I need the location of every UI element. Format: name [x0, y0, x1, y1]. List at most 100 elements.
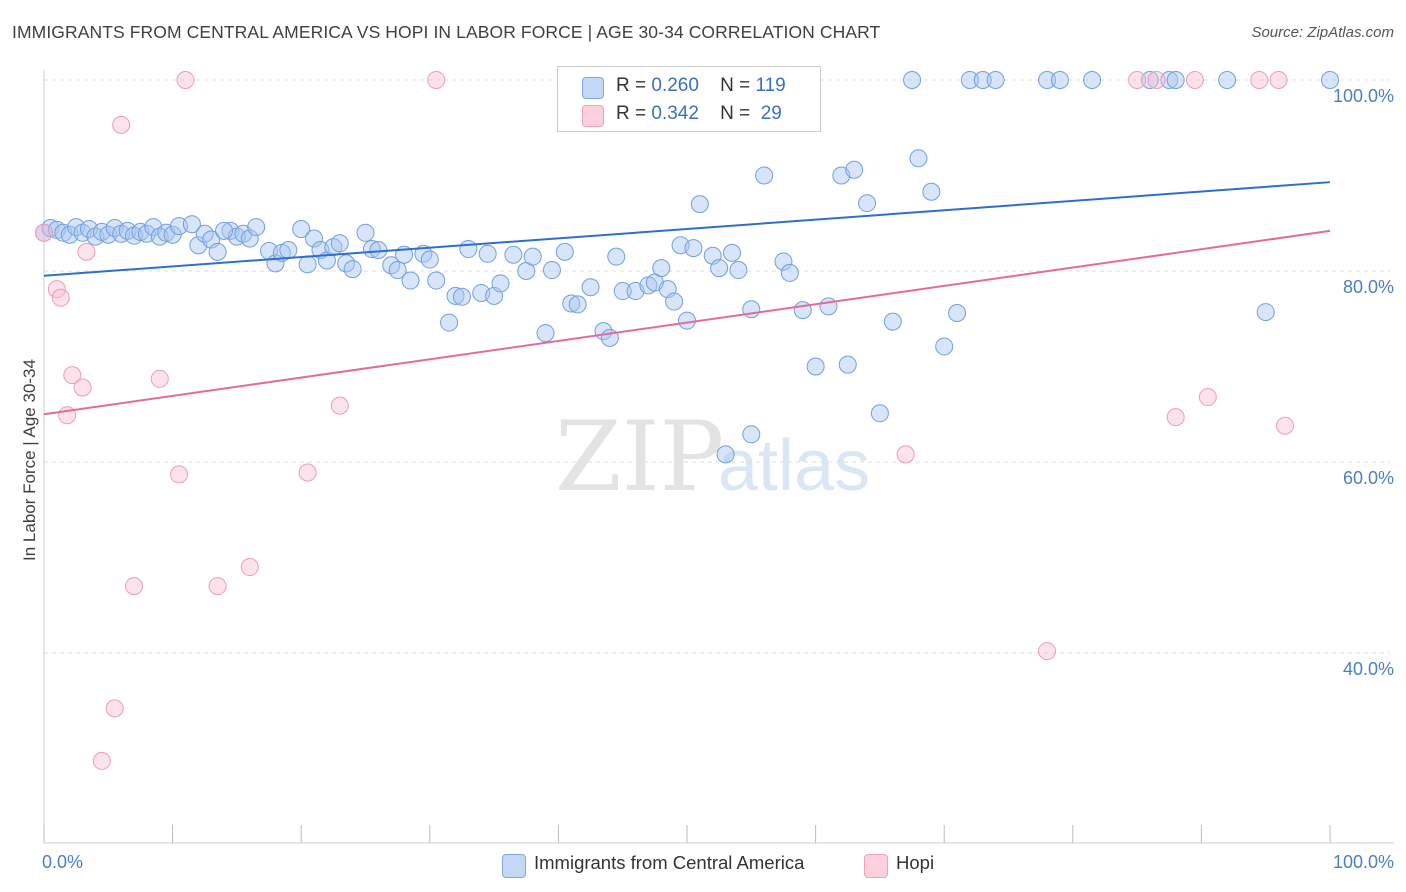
point-central-america	[240, 229, 259, 248]
point-central-america	[684, 239, 703, 258]
point-hopi	[298, 463, 317, 482]
point-hopi	[47, 280, 66, 299]
point-central-america	[182, 215, 201, 234]
point-hopi	[92, 751, 111, 770]
point-central-america	[922, 182, 941, 201]
point-hopi	[896, 445, 915, 464]
point-central-america	[305, 229, 324, 248]
point-hopi	[77, 242, 96, 261]
point-central-america	[774, 252, 793, 271]
point-hopi	[1198, 388, 1217, 407]
y-tick-label-60: 60.0%	[1342, 468, 1394, 488]
stats-text: R = 0.342 N = 29	[616, 103, 782, 124]
point-hopi	[105, 699, 124, 718]
point-central-america	[1083, 71, 1102, 89]
point-central-america	[1218, 71, 1237, 89]
point-central-america	[652, 259, 671, 278]
legend-label: Hopi	[896, 852, 935, 873]
point-hopi	[176, 71, 195, 89]
point-central-america	[1321, 71, 1339, 89]
point-central-america	[858, 194, 877, 213]
point-hopi	[1269, 71, 1288, 89]
swatch-blue	[582, 77, 604, 99]
point-central-america	[986, 71, 1005, 89]
point-central-america	[491, 274, 510, 293]
point-central-america	[806, 357, 825, 376]
stats-text: R = 0.260 N = 119	[616, 75, 786, 96]
point-central-america	[1140, 71, 1159, 89]
point-central-america	[1038, 71, 1057, 89]
point-central-america	[279, 240, 298, 259]
point-hopi	[330, 396, 349, 415]
y-tick-label-100: 100.0%	[1332, 86, 1394, 106]
point-central-america	[793, 301, 812, 320]
point-central-america	[665, 292, 684, 311]
point-central-america	[755, 166, 774, 185]
point-hopi	[240, 558, 259, 577]
point-hopi	[427, 71, 446, 89]
x-tick-label-100: 100.0%	[1332, 852, 1394, 872]
point-hopi	[63, 366, 82, 385]
point-central-america	[1050, 71, 1069, 89]
point-central-america	[523, 247, 542, 266]
point-central-america	[716, 445, 735, 464]
point-hopi	[1147, 71, 1166, 89]
point-central-america	[819, 297, 838, 316]
point-central-america	[710, 259, 729, 278]
point-central-america	[356, 223, 375, 242]
point-central-america	[729, 261, 748, 280]
chart-title: IMMIGRANTS FROM CENTRAL AMERICA VS HOPI …	[12, 22, 881, 42]
point-central-america	[1166, 71, 1185, 89]
point-hopi	[1128, 71, 1147, 89]
y-tick-label-80: 80.0%	[1342, 277, 1394, 297]
legend-label: Immigrants from Central America	[534, 852, 805, 873]
point-central-america	[780, 263, 799, 282]
point-central-america	[401, 271, 420, 290]
point-central-america	[973, 71, 992, 89]
x-tick-label-0: 0.0%	[42, 852, 84, 872]
legend-swatch-blue	[502, 854, 526, 878]
point-central-america	[613, 282, 632, 301]
point-hopi	[1250, 71, 1269, 89]
point-central-america	[362, 240, 381, 259]
point-central-america	[330, 234, 349, 253]
legend-swatch-pink	[864, 854, 888, 878]
point-central-america	[903, 71, 922, 89]
point-central-america	[369, 240, 388, 259]
source-credit: Source: ZipAtlas.com	[1251, 24, 1394, 41]
point-central-america	[427, 271, 446, 290]
point-hopi	[112, 115, 131, 134]
point-central-america	[343, 260, 362, 279]
point-hopi	[208, 577, 227, 596]
point-hopi	[1275, 416, 1294, 435]
point-central-america	[1256, 303, 1275, 322]
point-central-america	[1160, 71, 1179, 89]
point-central-america	[208, 242, 227, 261]
point-central-america	[298, 255, 317, 274]
point-hopi	[51, 288, 70, 307]
point-central-america	[446, 286, 465, 305]
swatch-pink	[582, 105, 604, 127]
point-central-america	[478, 244, 497, 263]
point-central-america	[247, 218, 266, 237]
point-central-america	[678, 311, 696, 330]
point-hopi	[170, 465, 189, 484]
point-hopi	[125, 577, 144, 596]
point-central-america	[388, 261, 407, 280]
point-central-america	[555, 242, 574, 261]
point-central-america	[935, 337, 954, 356]
point-central-america	[607, 247, 626, 266]
point-hopi	[150, 369, 169, 388]
point-central-america	[562, 294, 581, 313]
stats-legend: R = 0.260 N = 119 R = 0.342 N = 29	[557, 66, 821, 132]
point-central-america	[536, 324, 555, 343]
point-central-america	[504, 245, 523, 264]
trendline-hopi	[43, 229, 1331, 416]
point-central-america	[215, 221, 234, 240]
point-central-america	[723, 243, 742, 262]
point-central-america	[542, 261, 561, 280]
point-hopi	[1038, 642, 1057, 661]
point-central-america	[452, 287, 471, 306]
point-central-america	[440, 313, 459, 332]
